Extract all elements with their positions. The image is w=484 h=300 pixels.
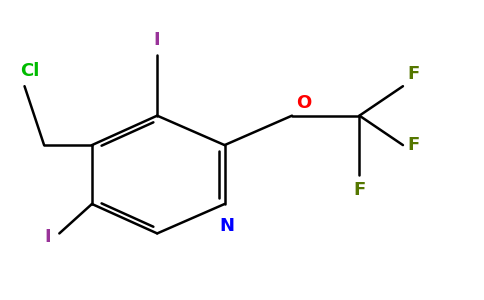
- Text: N: N: [219, 217, 234, 235]
- Text: F: F: [407, 136, 420, 154]
- Text: F: F: [353, 181, 365, 199]
- Text: F: F: [407, 65, 420, 83]
- Text: I: I: [154, 31, 161, 49]
- Text: I: I: [44, 228, 51, 246]
- Text: O: O: [296, 94, 312, 112]
- Text: Cl: Cl: [20, 62, 40, 80]
